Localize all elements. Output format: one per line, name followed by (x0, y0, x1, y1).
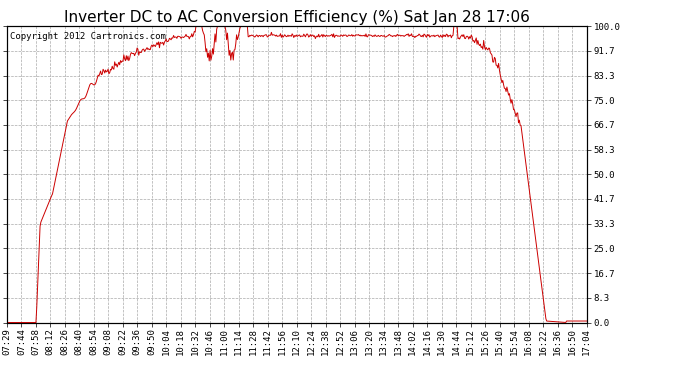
Title: Inverter DC to AC Conversion Efficiency (%) Sat Jan 28 17:06: Inverter DC to AC Conversion Efficiency … (63, 10, 530, 25)
Text: Copyright 2012 Cartronics.com: Copyright 2012 Cartronics.com (10, 32, 166, 41)
